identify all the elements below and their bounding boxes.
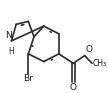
Text: O: O: [70, 83, 77, 92]
Text: N: N: [5, 31, 11, 40]
Text: Br: Br: [23, 74, 33, 83]
Text: CH₃: CH₃: [93, 59, 107, 68]
Text: O: O: [85, 45, 92, 54]
Text: H: H: [8, 47, 14, 56]
